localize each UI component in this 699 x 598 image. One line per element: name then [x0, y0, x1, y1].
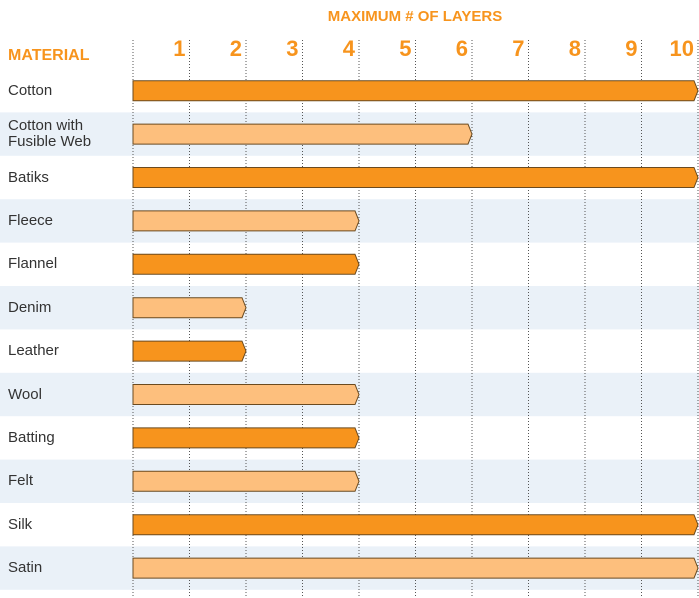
x-tick-label: 7	[512, 36, 524, 61]
category-label: Wool	[8, 385, 42, 403]
x-tick-label: 1	[173, 36, 185, 61]
category-label: Silk	[8, 515, 33, 533]
category-label: Batting	[8, 428, 55, 446]
bar	[132, 210, 360, 232]
row-band	[0, 286, 699, 330]
x-tick-label: 6	[456, 36, 468, 61]
category-label: Flannel	[8, 255, 58, 273]
bar	[132, 297, 247, 319]
x-tick-label: 3	[286, 36, 298, 61]
bar	[132, 514, 699, 536]
bar	[132, 253, 360, 275]
bar	[132, 340, 247, 362]
bar	[132, 470, 360, 492]
x-tick-label: 10	[670, 36, 694, 61]
category-label: Denim	[8, 298, 52, 316]
bar	[132, 384, 360, 405]
x-tick-label: 9	[625, 36, 637, 61]
category-label: Felt	[8, 472, 34, 490]
category-header: MATERIAL	[8, 47, 90, 64]
chart-title: MAXIMUM # OF LAYERS	[327, 8, 503, 25]
category-label: Satin	[8, 559, 43, 577]
bar	[132, 427, 360, 449]
bar	[132, 123, 473, 145]
x-tick-label: 2	[230, 36, 242, 61]
bar	[132, 557, 699, 579]
category-label: Fleece	[8, 211, 54, 229]
category-label: Cotton	[8, 81, 53, 99]
category-label: Cotton with Fusible Web	[8, 117, 92, 151]
category-label: Batiks	[8, 168, 49, 186]
category-label: Leather	[8, 342, 59, 360]
bar	[132, 167, 699, 188]
x-tick-label: 5	[399, 36, 411, 61]
bar	[132, 80, 699, 102]
x-tick-label: 8	[569, 36, 581, 61]
x-tick-label: 4	[343, 36, 356, 61]
